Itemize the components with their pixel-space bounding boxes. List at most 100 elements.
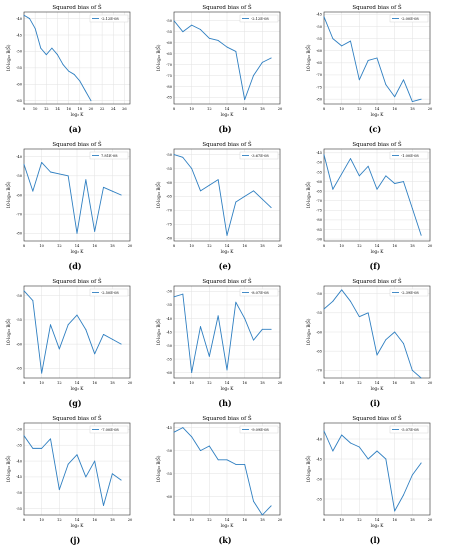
- y-axis-label: 10·log₁₀ B(Ŝ): [6, 44, 11, 71]
- y-tick-label: -50: [16, 294, 23, 298]
- y-tick-label: -55: [316, 311, 323, 315]
- data-point: [253, 75, 254, 76]
- data-point: [385, 458, 387, 460]
- y-tick-label: -60: [16, 342, 23, 346]
- subplot-title: Squared bias of Ŝ: [352, 414, 401, 422]
- x-tick-label: 8: [173, 381, 176, 385]
- x-tick-label: 20: [128, 381, 133, 385]
- x-tick-label: 12: [357, 107, 362, 111]
- data-point: [270, 207, 272, 208]
- data-point: [23, 290, 25, 292]
- data-point: [32, 300, 34, 301]
- series-line: [173, 427, 272, 516]
- subplot-title: Squared bias of Ŝ: [202, 414, 251, 422]
- data-point: [217, 179, 219, 181]
- x-tick-label: 12: [357, 244, 362, 248]
- data-point: [226, 234, 228, 236]
- x-tick-label: 16: [92, 381, 97, 385]
- y-axis-label: 10·log₁₀ B(Ŝ): [306, 181, 311, 208]
- x-tick-label: 16: [242, 381, 247, 385]
- x-tick-label: 10: [39, 518, 44, 522]
- data-point: [411, 474, 413, 476]
- data-point: [41, 161, 43, 163]
- axes-frame: [23, 285, 131, 379]
- x-tick-label: 10: [189, 518, 194, 522]
- y-tick-label: -50: [166, 153, 173, 157]
- data-point: [200, 326, 201, 328]
- data-point: [253, 339, 254, 341]
- x-tick-label: 8: [23, 518, 26, 522]
- data-point: [376, 57, 378, 59]
- x-tick-label: 22: [100, 107, 105, 111]
- legend-box: [89, 14, 129, 23]
- subplot-svg: Squared bias of Ŝ 8 10 12 14 16 18 20 -30 -35 -40 -…: [156, 277, 283, 391]
- data-point: [226, 369, 228, 371]
- x-axis-label: log₂ K: [371, 386, 385, 391]
- x-tick-label: 8: [323, 518, 326, 522]
- legend-box: [89, 151, 129, 160]
- x-tick-label: 12: [57, 518, 62, 522]
- data-point: [191, 168, 193, 169]
- data-point: [103, 186, 104, 188]
- y-tick-label: -45: [166, 330, 173, 334]
- x-tick-label: 8: [23, 381, 26, 385]
- series-line: [173, 154, 272, 236]
- data-point: [350, 40, 351, 42]
- data-point: [341, 289, 343, 291]
- y-tick-label: -50: [316, 25, 323, 29]
- data-point: [200, 450, 201, 452]
- data-point: [50, 324, 51, 326]
- x-tick-label: 16: [242, 244, 247, 248]
- y-tick-label: -35: [166, 303, 173, 307]
- data-point: [332, 38, 334, 40]
- data-point: [62, 64, 64, 66]
- x-tick-label: 12: [357, 518, 362, 522]
- x-tick-label: 10: [33, 107, 38, 111]
- y-tick-label: -55: [316, 37, 323, 41]
- series-line: [323, 154, 422, 236]
- y-tick-label: -60: [316, 49, 323, 53]
- y-tick-label: -30: [16, 428, 23, 432]
- x-tick-label: 20: [428, 107, 433, 111]
- legend-box: [89, 288, 129, 297]
- data-point: [420, 462, 422, 464]
- x-tick-label: 18: [260, 381, 265, 385]
- y-tick-label: -85: [166, 96, 173, 100]
- x-tick-label: 14: [225, 381, 230, 385]
- legend-box: [89, 425, 129, 434]
- data-point: [367, 312, 369, 314]
- legend-label: -2.12E-08: [251, 17, 269, 21]
- y-tick-label: -60: [316, 180, 323, 184]
- data-point: [411, 369, 413, 371]
- x-tick-label: 18: [260, 518, 265, 522]
- legend-box: [239, 151, 279, 160]
- panel-label: (h): [218, 398, 232, 408]
- subplot-title: Squared bias of Ŝ: [52, 277, 101, 285]
- y-tick-label: -70: [316, 73, 323, 77]
- x-tick-label: 8: [23, 107, 26, 111]
- subplot-svg: Squared bias of Ŝ 8 10 12 14 16 18 20 -30 -35 -40 -…: [6, 414, 133, 528]
- x-tick-label: 14: [225, 107, 230, 111]
- data-point: [41, 447, 43, 449]
- x-axis-label: log₂ K: [221, 386, 235, 391]
- data-point: [58, 489, 60, 491]
- data-point: [85, 476, 87, 478]
- x-tick-label: 10: [189, 107, 194, 111]
- data-point: [32, 190, 34, 192]
- series-line: [23, 161, 122, 234]
- series-line: [323, 289, 422, 379]
- x-tick-label: 16: [242, 518, 247, 522]
- x-tick-label: 12: [207, 107, 212, 111]
- data-point: [403, 79, 404, 81]
- data-point: [208, 37, 210, 39]
- data-point: [45, 54, 47, 56]
- y-tick-label: -55: [316, 170, 323, 174]
- data-point: [94, 230, 96, 232]
- y-tick-label: -40: [16, 459, 23, 463]
- data-point: [385, 175, 387, 177]
- x-tick-label: 20: [89, 107, 94, 111]
- data-point: [350, 300, 351, 302]
- data-point: [173, 20, 175, 22]
- y-tick-label: -45: [166, 426, 173, 430]
- subplot-title: Squared bias of Ŝ: [52, 414, 101, 422]
